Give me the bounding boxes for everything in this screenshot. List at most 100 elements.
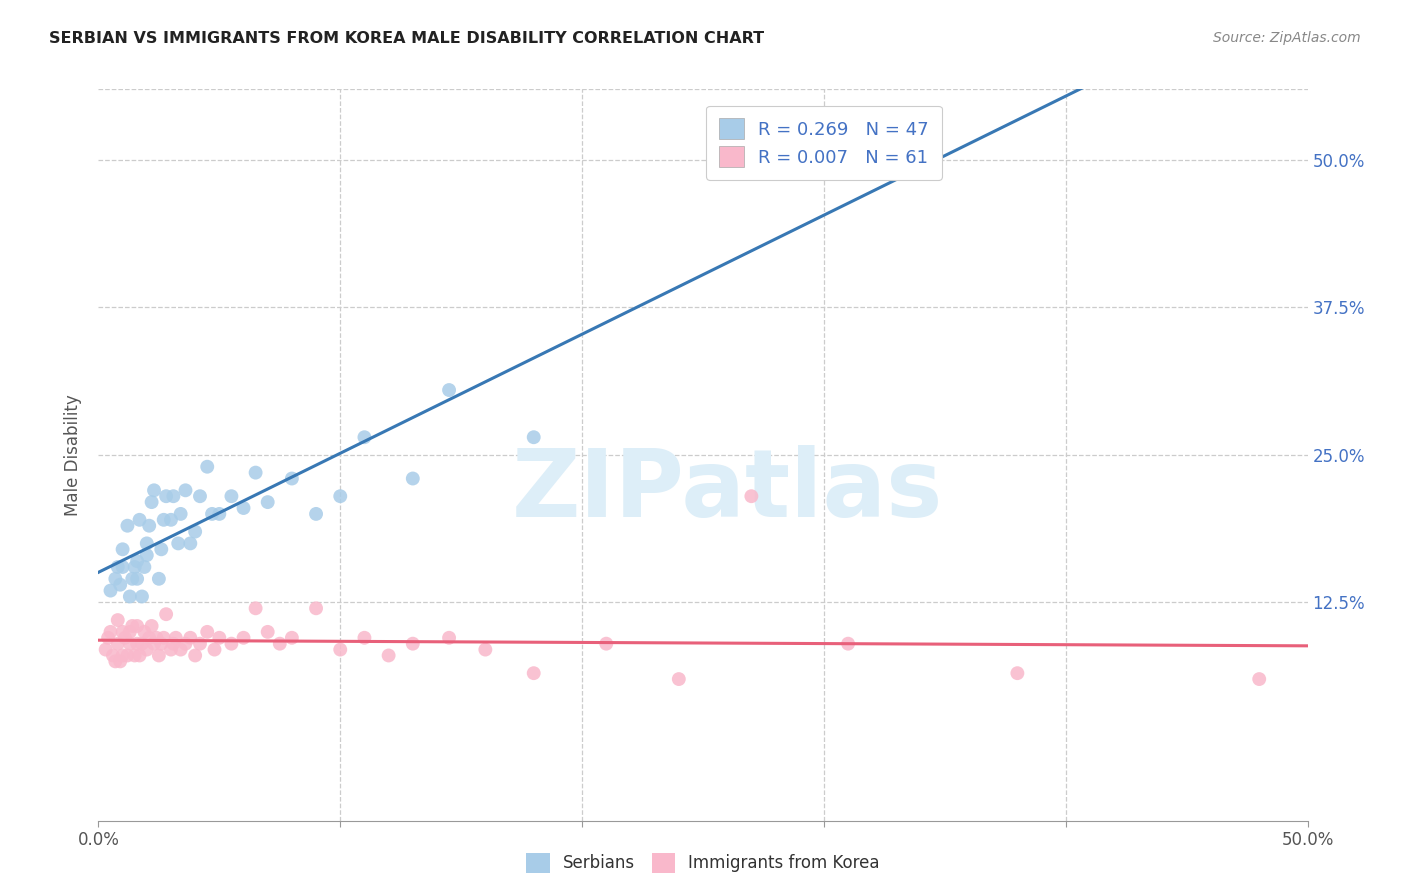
Point: [245, 466, 267, 480]
Point: [107, 637, 129, 651]
Point: [402, 637, 425, 651]
Point: [148, 572, 170, 586]
Point: [523, 666, 546, 681]
Point: [195, 459, 218, 474]
Point: [111, 542, 134, 557]
Point: [118, 637, 141, 651]
Point: [281, 631, 304, 645]
Text: Source: ZipAtlas.com: Source: ZipAtlas.com: [1213, 31, 1361, 45]
Point: [184, 524, 207, 539]
Point: [160, 642, 183, 657]
Point: [305, 601, 328, 615]
Point: [232, 631, 254, 645]
Point: [208, 631, 231, 645]
Legend: Serbians, Immigrants from Korea: Serbians, Immigrants from Korea: [520, 847, 886, 880]
Point: [135, 548, 157, 562]
Point: [121, 572, 143, 586]
Point: [305, 507, 328, 521]
Point: [101, 648, 124, 663]
Point: [221, 489, 243, 503]
Point: [208, 507, 231, 521]
Point: [245, 601, 267, 615]
Point: [143, 483, 166, 498]
Point: [155, 607, 177, 622]
Point: [104, 654, 127, 668]
Point: [281, 471, 304, 485]
Point: [377, 648, 399, 663]
Point: [179, 536, 201, 550]
Text: SERBIAN VS IMMIGRANTS FROM KOREA MALE DISABILITY CORRELATION CHART: SERBIAN VS IMMIGRANTS FROM KOREA MALE DI…: [49, 31, 765, 46]
Point: [169, 507, 191, 521]
Point: [668, 672, 690, 686]
Point: [138, 631, 160, 645]
Point: [118, 590, 141, 604]
Point: [256, 624, 278, 639]
Point: [329, 489, 352, 503]
Point: [127, 637, 149, 651]
Point: [141, 495, 163, 509]
Point: [162, 489, 184, 503]
Point: [167, 536, 190, 550]
Point: [100, 583, 122, 598]
Point: [111, 648, 134, 663]
Point: [740, 165, 762, 179]
Point: [128, 648, 150, 663]
Point: [108, 577, 131, 591]
Point: [162, 637, 184, 651]
Point: [174, 637, 197, 651]
Point: [128, 513, 150, 527]
Point: [107, 613, 129, 627]
Point: [188, 637, 211, 651]
Point: [150, 637, 173, 651]
Point: [150, 542, 173, 557]
Point: [437, 383, 460, 397]
Point: [188, 489, 211, 503]
Point: [195, 624, 218, 639]
Point: [108, 654, 131, 668]
Legend: R = 0.269   N = 47, R = 0.007   N = 61: R = 0.269 N = 47, R = 0.007 N = 61: [706, 105, 942, 180]
Point: [117, 648, 139, 663]
Point: [437, 631, 460, 645]
Point: [135, 642, 157, 657]
Point: [127, 572, 149, 586]
Point: [131, 637, 153, 651]
Point: [134, 560, 156, 574]
Point: [127, 554, 149, 568]
Point: [523, 430, 546, 444]
Point: [174, 483, 197, 498]
Point: [221, 637, 243, 651]
Point: [141, 619, 163, 633]
Point: [269, 637, 291, 651]
Point: [1249, 672, 1271, 686]
Point: [121, 619, 143, 633]
Point: [204, 642, 226, 657]
Text: ZIPatlas: ZIPatlas: [512, 445, 943, 538]
Point: [107, 560, 129, 574]
Point: [100, 624, 122, 639]
Point: [155, 489, 177, 503]
Y-axis label: Male Disability: Male Disability: [65, 394, 83, 516]
Point: [104, 572, 127, 586]
Point: [97, 631, 120, 645]
Point: [474, 642, 496, 657]
Point: [152, 631, 174, 645]
Point: [837, 637, 859, 651]
Point: [184, 648, 207, 663]
Point: [138, 518, 160, 533]
Point: [329, 642, 352, 657]
Point: [111, 560, 134, 574]
Point: [740, 489, 762, 503]
Point: [111, 624, 134, 639]
Point: [134, 624, 156, 639]
Point: [135, 536, 157, 550]
Point: [402, 471, 425, 485]
Point: [131, 590, 153, 604]
Point: [160, 513, 183, 527]
Point: [94, 642, 117, 657]
Point: [595, 637, 617, 651]
Point: [179, 631, 201, 645]
Point: [148, 648, 170, 663]
Point: [152, 513, 174, 527]
Point: [127, 619, 149, 633]
Point: [143, 637, 166, 651]
